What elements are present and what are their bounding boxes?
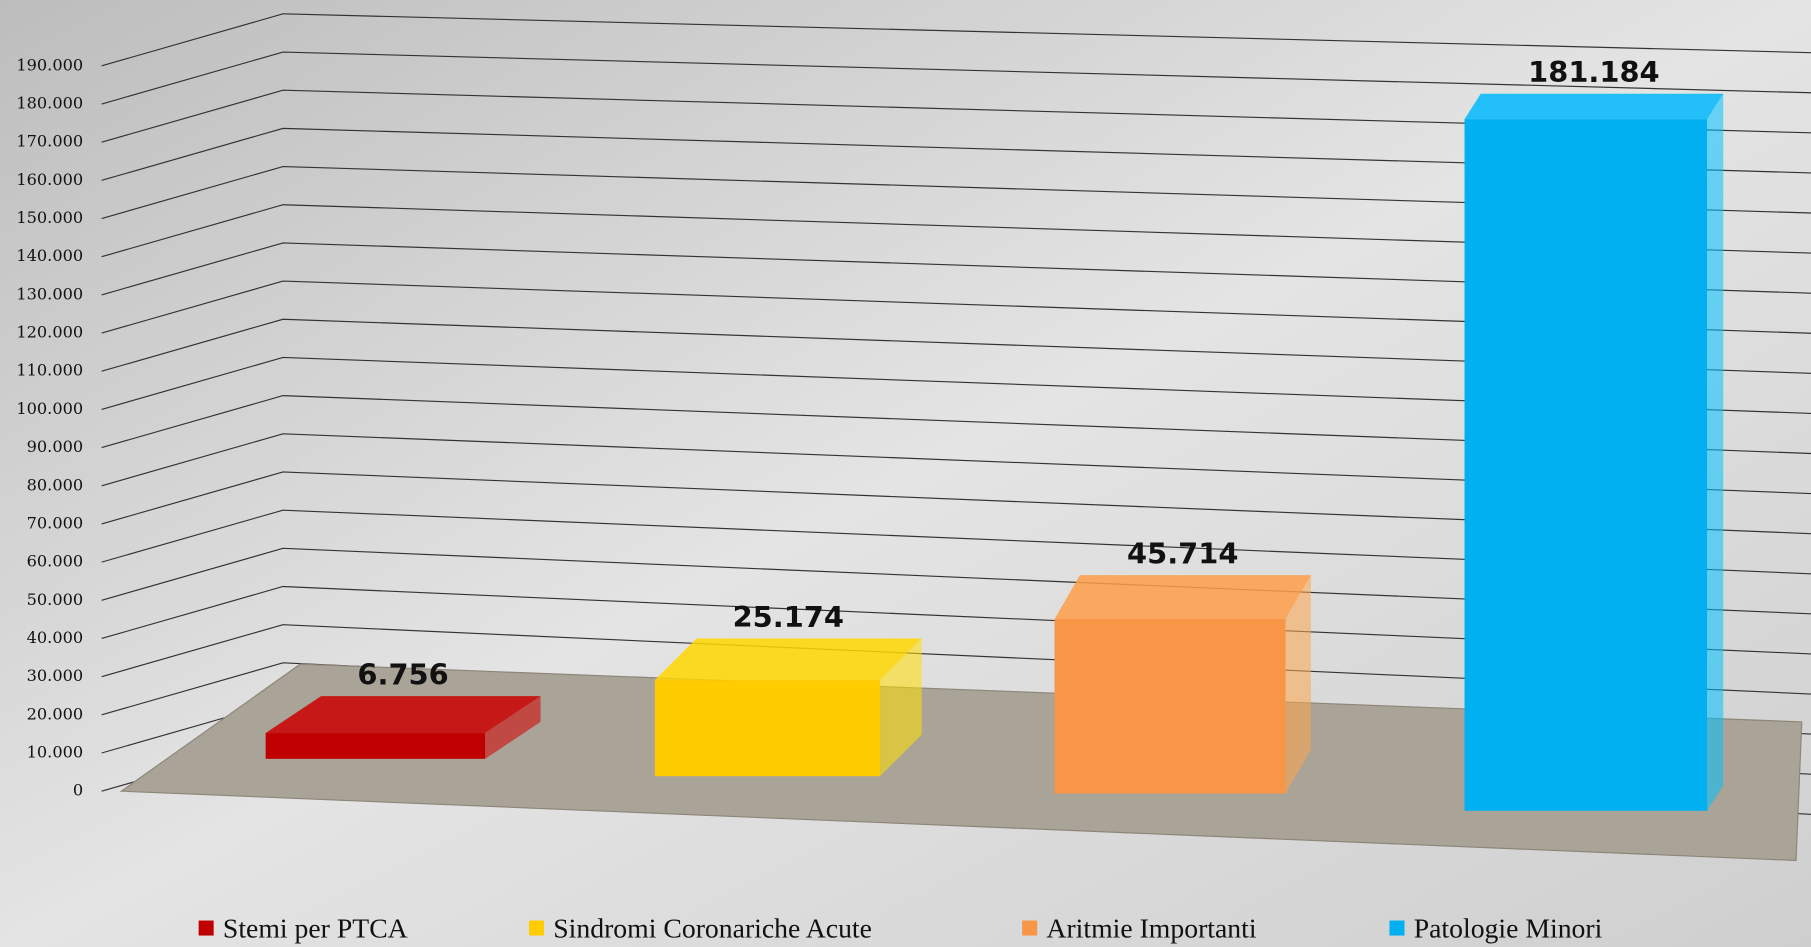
legend-label: Aritmie Importanti: [1046, 912, 1256, 943]
y-tick-label: 50.000: [27, 590, 84, 609]
y-tick-label: 20.000: [27, 704, 84, 723]
value-label: 25.174: [733, 600, 844, 634]
legend-label: Stemi per PTCA: [223, 912, 408, 943]
y-tick-label: 100.000: [16, 399, 83, 418]
y-tick-label: 160.000: [16, 170, 83, 189]
legend-swatch: [1389, 920, 1405, 936]
bar: [265, 733, 486, 759]
grid-line: [101, 89, 1811, 143]
bar-top: [265, 696, 541, 734]
bar-side: [485, 696, 541, 759]
grid-line: [101, 51, 1811, 105]
y-tick-label: 70.000: [27, 513, 84, 532]
y-tick-label: 40.000: [27, 628, 84, 647]
y-tick-label: 190.000: [16, 55, 83, 74]
bar-side: [1707, 93, 1724, 811]
y-tick-label: 120.000: [16, 323, 83, 342]
legend-swatch: [528, 920, 545, 936]
grid-line: [101, 471, 1811, 535]
bar-top: [1054, 575, 1311, 619]
bar-top: [654, 638, 922, 681]
y-tick-label: 130.000: [16, 284, 83, 303]
y-tick-label: 60.000: [27, 552, 84, 571]
grid-line: [101, 280, 1811, 334]
value-label: 181.184: [1528, 55, 1659, 89]
value-label: 6.756: [357, 658, 448, 692]
bar: [1464, 119, 1708, 811]
bar-side: [880, 638, 922, 777]
grid-line: [101, 127, 1811, 181]
y-tick-label: 0: [73, 781, 83, 800]
floor: [119, 663, 1803, 862]
y-tick-label: 80.000: [27, 475, 84, 494]
y-tick-label: 140.000: [16, 246, 83, 265]
grid-line: [101, 13, 1811, 67]
grid-line: [101, 318, 1811, 374]
y-tick-label: 30.000: [27, 666, 84, 685]
legend-swatch: [1022, 920, 1038, 936]
grid-line: [101, 356, 1811, 415]
bar: [654, 680, 881, 777]
grid-line: [101, 509, 1811, 575]
y-tick-label: 150.000: [16, 208, 83, 227]
plot-area: 0 10.000 20.000 30.000 40.000 50.000 60.000 70.…: [16, 13, 1811, 943]
y-tick-label: 170.000: [16, 132, 83, 151]
grid-line: [101, 204, 1811, 258]
value-label: 45.714: [1127, 537, 1238, 571]
grid-line: [101, 433, 1811, 495]
y-tick-label: 110.000: [16, 361, 83, 380]
bar: [1054, 618, 1286, 794]
bar-side: [1285, 575, 1311, 794]
y-tick-label: 180.000: [16, 94, 83, 113]
grid-line: [101, 165, 1811, 220]
bar-top: [1464, 93, 1724, 120]
y-tick-label: 90.000: [27, 437, 84, 456]
legend-label: Patologie Minori: [1414, 912, 1603, 943]
legend-swatch: [198, 920, 214, 936]
grid-line: [101, 395, 1811, 455]
legend-label: Sindromi Coronariche Acute: [553, 912, 872, 943]
y-tick-label: 10.000: [27, 742, 84, 761]
grid-line: [101, 242, 1811, 296]
